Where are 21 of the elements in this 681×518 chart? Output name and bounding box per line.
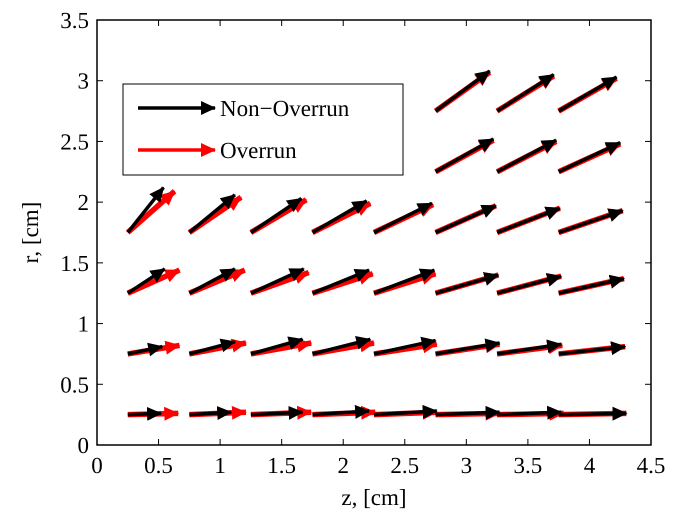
x-tick-label: 0.5 [144,453,173,478]
x-tick-label: 4 [584,453,596,478]
x-tick-label: 1.5 [267,453,296,478]
x-tick-label: 2.5 [390,453,420,478]
y-tick-label: 1.5 [60,250,89,276]
y-axis-title: r, [cm] [18,202,43,264]
legend-label: Non−Overrun [220,96,350,121]
x-tick-label: 3.5 [514,453,542,478]
y-tick-label: 2 [78,190,89,216]
x-axis-title: z, [cm] [341,485,407,510]
y-tick-label: 0 [78,433,89,458]
y-tick-label: 0.5 [60,372,89,398]
y-tick-label: 2.5 [60,129,89,154]
y-tick-label: 3.5 [60,8,89,33]
x-tick-label: 1 [214,453,226,478]
y-tick-label: 3 [78,68,89,94]
x-tick-label: 4.5 [636,453,666,478]
legend-label: Overrun [220,138,298,163]
y-tick-label: 1 [78,312,89,337]
x-tick-label: 3 [460,453,472,478]
x-tick-label: 2 [337,453,349,478]
